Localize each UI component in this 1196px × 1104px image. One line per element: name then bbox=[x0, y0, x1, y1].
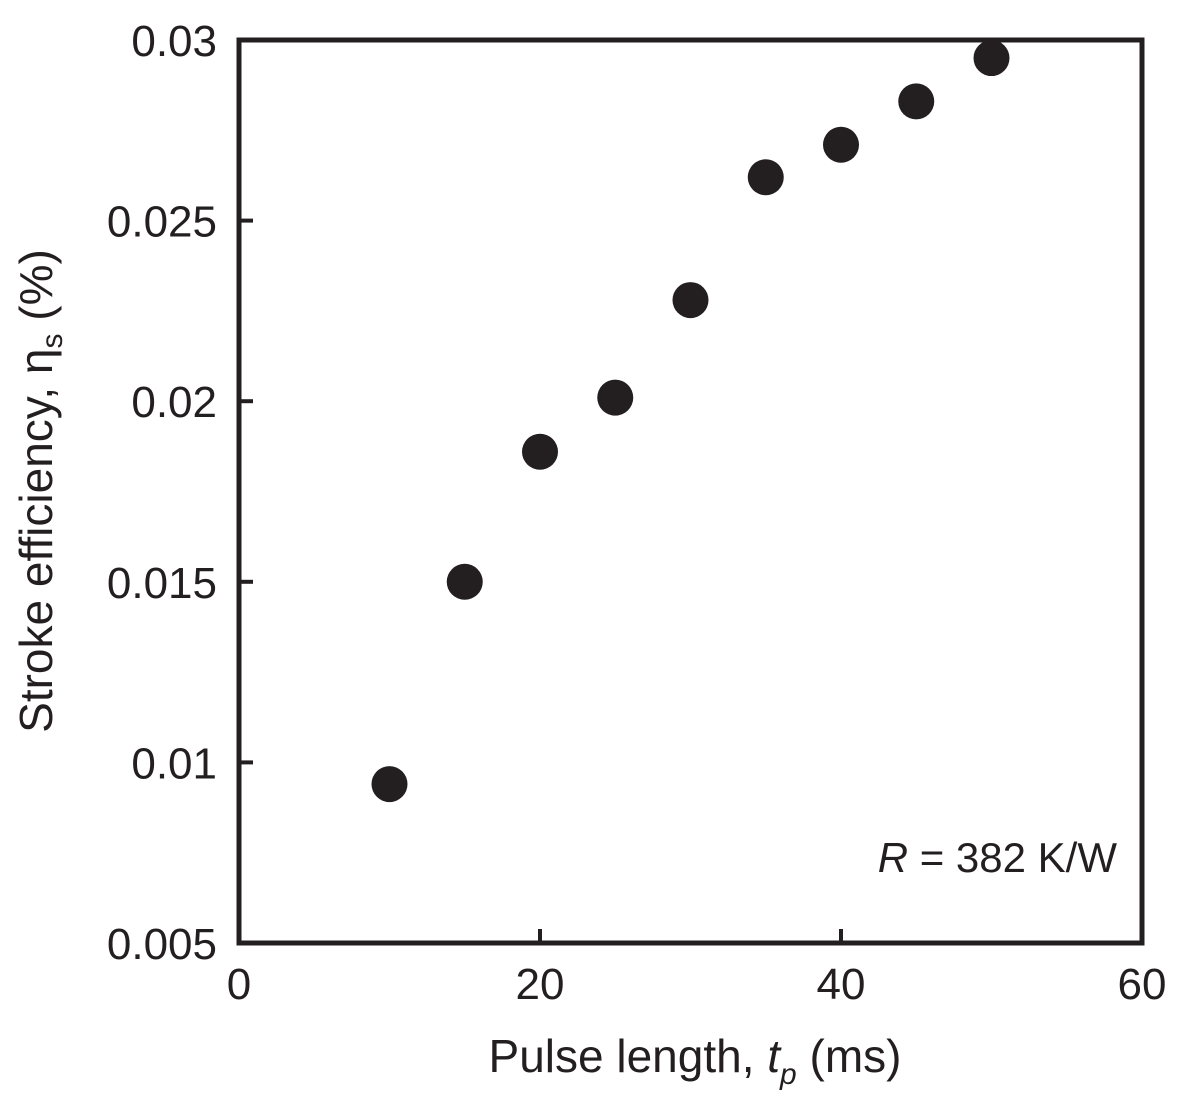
y-axis-title-unit: (%) bbox=[10, 249, 62, 333]
data-point bbox=[823, 126, 859, 163]
axis-ticks bbox=[239, 218, 843, 943]
y-tick-label: 0.03 bbox=[131, 17, 217, 66]
x-tick-label: 60 bbox=[1118, 960, 1167, 1009]
data-points bbox=[371, 40, 1010, 803]
data-point bbox=[446, 563, 483, 600]
y-tick-label: 0.025 bbox=[107, 198, 217, 247]
axis-tick-labels: 0 20 40 60 0.005 0.01 0.015 0.02 0.025 0.03 bbox=[107, 17, 1167, 1009]
data-point bbox=[747, 159, 784, 196]
y-tick-label: 0.005 bbox=[107, 920, 217, 969]
annotation: R = 382 K/W bbox=[878, 834, 1118, 881]
y-tick-label: 0.01 bbox=[131, 739, 217, 788]
x-axis-title: Pulse length, tp (ms) bbox=[489, 1030, 902, 1091]
data-point bbox=[973, 40, 1010, 77]
x-axis-title-variable: t bbox=[767, 1030, 782, 1082]
data-point bbox=[597, 379, 634, 416]
x-axis-title-main: Pulse length, bbox=[489, 1030, 768, 1082]
x-tick-label: 0 bbox=[227, 960, 251, 1009]
x-axis-title-unit: (ms) bbox=[797, 1030, 902, 1082]
data-point bbox=[371, 766, 408, 803]
data-point bbox=[672, 282, 709, 319]
y-axis-title-variable: η bbox=[10, 348, 62, 374]
y-tick-label: 0.02 bbox=[131, 378, 217, 427]
x-tick-label: 20 bbox=[516, 960, 565, 1009]
y-axis-title: Stroke efficiency, ηs (%) bbox=[10, 249, 69, 733]
x-tick-label: 40 bbox=[817, 960, 866, 1009]
annotation-variable: R bbox=[878, 834, 908, 881]
plot-frame bbox=[236, 37, 1145, 946]
x-axis-title-subscript: p bbox=[779, 1058, 797, 1091]
annotation-text: = 382 K/W bbox=[908, 834, 1117, 881]
y-axis-title-subscript: s bbox=[36, 333, 69, 348]
y-axis-title-main: Stroke efficiency, bbox=[10, 374, 62, 733]
y-tick-label: 0.015 bbox=[107, 559, 217, 608]
data-point bbox=[522, 433, 558, 470]
data-point bbox=[898, 83, 935, 120]
